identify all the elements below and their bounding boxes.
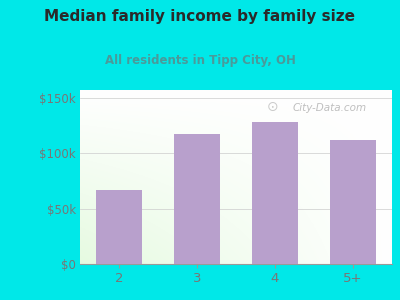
Text: ⊙: ⊙	[267, 100, 279, 114]
Bar	[174, 134, 220, 264]
Bar	[96, 190, 142, 264]
Bar	[252, 122, 298, 264]
Bar	[330, 140, 376, 264]
Text: All residents in Tipp City, OH: All residents in Tipp City, OH	[104, 54, 296, 67]
Text: City-Data.com: City-Data.com	[292, 103, 366, 113]
Text: Median family income by family size: Median family income by family size	[44, 9, 356, 24]
